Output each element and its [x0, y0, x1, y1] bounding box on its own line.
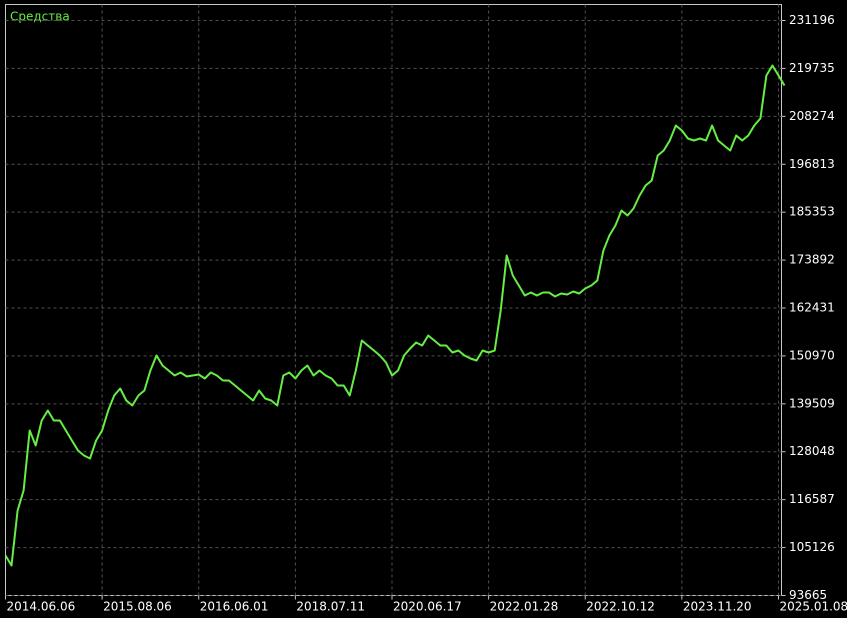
y-tick-label: 208274	[789, 109, 835, 123]
y-tick-label: 105126	[789, 540, 835, 554]
x-tick-label: 2023.11.20	[683, 600, 752, 614]
x-tick-label: 2014.06.06	[7, 600, 76, 614]
y-tick-label: 231196	[789, 13, 835, 27]
x-tick-label: 2018.07.11	[296, 600, 365, 614]
y-tick-label: 196813	[789, 157, 835, 171]
y-tick-label: 139509	[789, 396, 835, 410]
y-tick-label: 128048	[789, 444, 835, 458]
x-tick-label: 2025.01.08	[779, 600, 847, 614]
x-tick-label: 2022.01.28	[490, 600, 559, 614]
y-tick-label: 162431	[789, 300, 835, 314]
y-tick-label: 93665	[789, 588, 827, 602]
x-tick-label: 2015.08.06	[103, 600, 172, 614]
y-tick-label: 185353	[789, 205, 835, 219]
y-tick-label: 219735	[789, 61, 835, 75]
y-tick-label: 173892	[789, 253, 835, 267]
y-tick-label: 116587	[789, 492, 835, 506]
y-tick-label: 150970	[789, 348, 835, 362]
x-tick-label: 2022.10.12	[586, 600, 655, 614]
equity-line	[4, 64, 786, 567]
x-tick-label: 2016.06.01	[200, 600, 269, 614]
chart-title: Средства	[10, 10, 70, 24]
x-tick-label: 2020.06.17	[393, 600, 462, 614]
plot-frame	[5, 4, 782, 596]
